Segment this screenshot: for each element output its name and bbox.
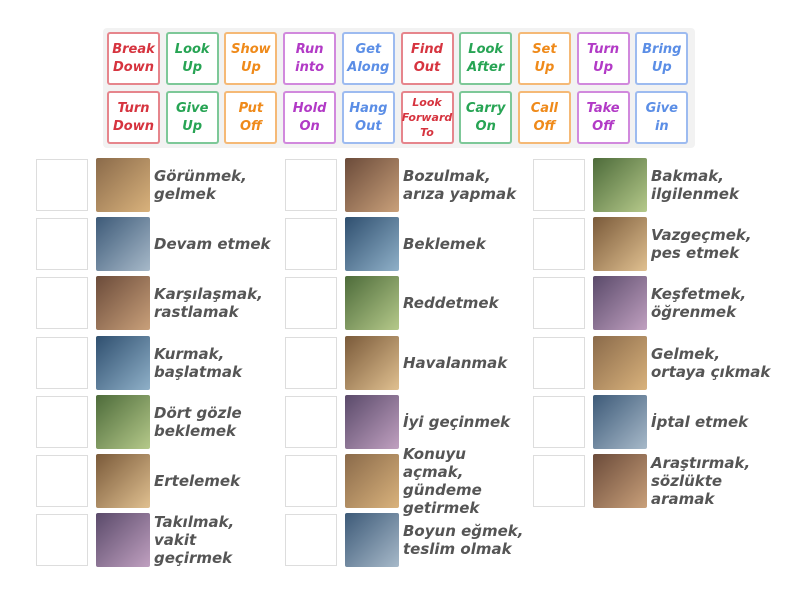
word-tile[interactable]: Get Along — [341, 32, 395, 85]
word-tile[interactable]: Run into — [283, 32, 337, 85]
item-label: İyi geçinmek — [403, 412, 511, 431]
drop-box[interactable] — [533, 277, 585, 330]
item-label: Bakmak, ilgilenmek — [651, 167, 739, 203]
item-image — [345, 276, 399, 331]
drop-box[interactable] — [36, 514, 88, 567]
drop-box[interactable] — [533, 395, 585, 448]
item-label: Kurmak, başlatmak — [154, 344, 242, 381]
item-image — [96, 454, 150, 508]
word-tile[interactable]: Give Up — [165, 91, 219, 144]
drop-box[interactable] — [285, 218, 337, 271]
item-label: Konuyu açmak, gündeme getirmek — [403, 445, 482, 517]
item-image — [593, 217, 647, 272]
item-label: Araştırmak, sözlükte aramak — [651, 454, 751, 508]
tile-tray: Break Down Look Up Show Up Run into Get Alon… — [103, 28, 695, 148]
item-image — [96, 394, 150, 449]
item-label: Devam etmek — [154, 235, 271, 254]
item-label: Keşfetmek, öğrenmek — [651, 285, 747, 322]
item-image — [96, 158, 150, 212]
drop-box[interactable] — [36, 159, 88, 211]
word-tile[interactable]: Look Up — [165, 32, 219, 85]
drop-box[interactable] — [36, 395, 88, 448]
item-image — [345, 158, 399, 212]
word-tile[interactable]: Look Forward To — [400, 91, 454, 144]
drop-box[interactable] — [36, 336, 88, 389]
item-image — [593, 394, 647, 449]
item-label: Havalanmak — [403, 353, 508, 372]
item-image — [345, 217, 399, 272]
item-image — [593, 276, 647, 331]
item-image — [593, 158, 647, 212]
word-tile[interactable]: Give in — [635, 91, 689, 144]
word-tile[interactable]: Look After — [459, 32, 513, 85]
item-label: İptal etmek — [651, 412, 749, 431]
item-label: Ertelemek — [154, 472, 241, 490]
word-tile[interactable]: Show Up — [224, 32, 278, 85]
word-tile[interactable]: Turn Up — [576, 32, 630, 85]
drop-box[interactable] — [285, 455, 337, 507]
drop-box[interactable] — [533, 336, 585, 389]
drop-box[interactable] — [36, 277, 88, 330]
drop-box[interactable] — [285, 159, 337, 211]
item-label: Görünmek, gelmek — [154, 167, 247, 203]
item-label: Takılmak, vakit geçirmek — [154, 513, 235, 568]
drop-box[interactable] — [285, 514, 337, 567]
word-tile[interactable]: Bring Up — [635, 32, 689, 85]
drop-box[interactable] — [533, 218, 585, 271]
item-image — [96, 217, 150, 272]
item-label: Bozulmak, arıza yapmak — [403, 167, 517, 203]
item-image — [593, 335, 647, 390]
word-tile[interactable]: Break Down — [107, 32, 160, 85]
item-label: Vazgeçmek, pes etmek — [651, 226, 752, 263]
item-label: Reddetmek — [403, 294, 499, 313]
item-image — [96, 335, 150, 390]
drop-box[interactable] — [36, 455, 88, 507]
item-label: Dört gözle beklemek — [154, 403, 242, 440]
word-tile[interactable]: Find Out — [400, 32, 454, 85]
item-label: Beklemek — [403, 235, 486, 254]
item-image — [345, 394, 399, 449]
word-tile[interactable]: Carry On — [459, 91, 513, 144]
item-image — [96, 513, 150, 568]
word-tile[interactable]: Hang Out — [341, 91, 395, 144]
item-label: Boyun eğmek, teslim olmak — [403, 522, 524, 559]
drop-box[interactable] — [285, 336, 337, 389]
drop-box[interactable] — [533, 159, 585, 211]
drop-box[interactable] — [36, 218, 88, 271]
word-tile[interactable]: Put Off — [224, 91, 278, 144]
item-image — [345, 454, 399, 508]
drop-box[interactable] — [285, 277, 337, 330]
drop-box[interactable] — [533, 455, 585, 507]
item-image — [96, 276, 150, 331]
item-image — [345, 513, 399, 568]
item-image — [593, 454, 647, 508]
item-image — [345, 335, 399, 390]
item-label: Gelmek, ortaya çıkmak — [651, 344, 771, 381]
word-tile[interactable]: Hold On — [283, 91, 337, 144]
word-tile[interactable]: Turn Down — [107, 91, 160, 144]
word-tile[interactable]: Set Up — [517, 32, 571, 85]
word-tile[interactable]: Call Off — [517, 91, 571, 144]
drop-box[interactable] — [285, 395, 337, 448]
word-tile[interactable]: Take Off — [576, 91, 630, 144]
item-label: Karşılaşmak, rastlamak — [154, 285, 263, 322]
